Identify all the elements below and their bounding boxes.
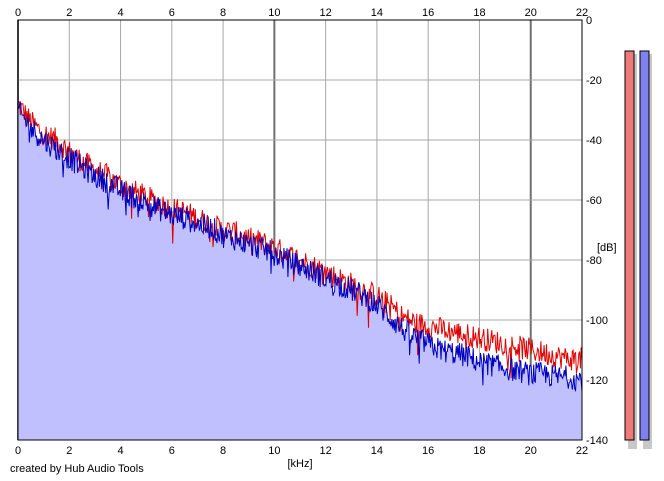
- x-tick-label-top: 20: [525, 7, 537, 19]
- x-axis-bottom-ticks: 0 2 4 6 8 10 12 14 16 18 20 22: [15, 445, 588, 457]
- y-tick-label: -40: [586, 135, 602, 147]
- x-tick-label-top: 4: [117, 7, 123, 19]
- spectrum-fill-area: [18, 101, 582, 440]
- level-meters: [624, 50, 652, 449]
- x-tick-label-bottom: 14: [371, 445, 383, 457]
- x-tick-label-bottom: 6: [169, 445, 175, 457]
- x-tick-label-bottom: 18: [473, 445, 485, 457]
- series-layer: [18, 100, 582, 440]
- x-tick-label-bottom: 12: [320, 445, 332, 457]
- x-tick-label-top: 6: [169, 7, 175, 19]
- x-tick-label-bottom: 2: [66, 445, 72, 457]
- x-tick-label-bottom: 4: [117, 445, 123, 457]
- y-tick-label: -20: [586, 75, 602, 87]
- x-tick-label-top: 14: [371, 7, 383, 19]
- x-tick-label-bottom: 20: [525, 445, 537, 457]
- y-axis-label: [dB]: [597, 242, 617, 254]
- x-tick-label-top: 2: [66, 7, 72, 19]
- x-axis-top-ticks: 0 2 4 6 8 10 12 14 16 18 20 22: [15, 7, 588, 19]
- x-tick-label-bottom: 10: [268, 445, 280, 457]
- x-tick-label-bottom: 0: [15, 445, 21, 457]
- x-tick-label-top: 16: [422, 7, 434, 19]
- level-meter-bar: [639, 50, 650, 441]
- x-tick-label-top: 8: [220, 7, 226, 19]
- x-tick-label-bottom: 22: [576, 445, 588, 457]
- y-tick-label: -100: [586, 315, 608, 327]
- x-tick-label-top: 0: [15, 7, 21, 19]
- x-tick-label-top: 12: [320, 7, 332, 19]
- y-tick-label: -60: [586, 195, 602, 207]
- y-tick-label: -120: [586, 375, 608, 387]
- y-tick-label: -80: [586, 255, 602, 267]
- x-tick-label-bottom: 8: [220, 445, 226, 457]
- y-axis-ticks: 0 -20 -40 -60 -80 -100 -120 -140: [586, 15, 608, 447]
- plot-border: [17, 19, 583, 441]
- x-tick-label-top: 10: [268, 7, 280, 19]
- y-tick-label: -140: [586, 435, 608, 447]
- x-axis-label: [kHz]: [287, 458, 312, 470]
- x-tick-label-bottom: 16: [422, 445, 434, 457]
- credit-text: created by Hub Audio Tools: [10, 463, 144, 475]
- x-tick-label-top: 18: [473, 7, 485, 19]
- y-tick-label: 0: [586, 15, 592, 27]
- x-tick-label-top: 22: [576, 7, 588, 19]
- level-meter-bar: [624, 50, 635, 441]
- series-line-blue: [18, 101, 582, 393]
- series-line-red: [18, 100, 582, 379]
